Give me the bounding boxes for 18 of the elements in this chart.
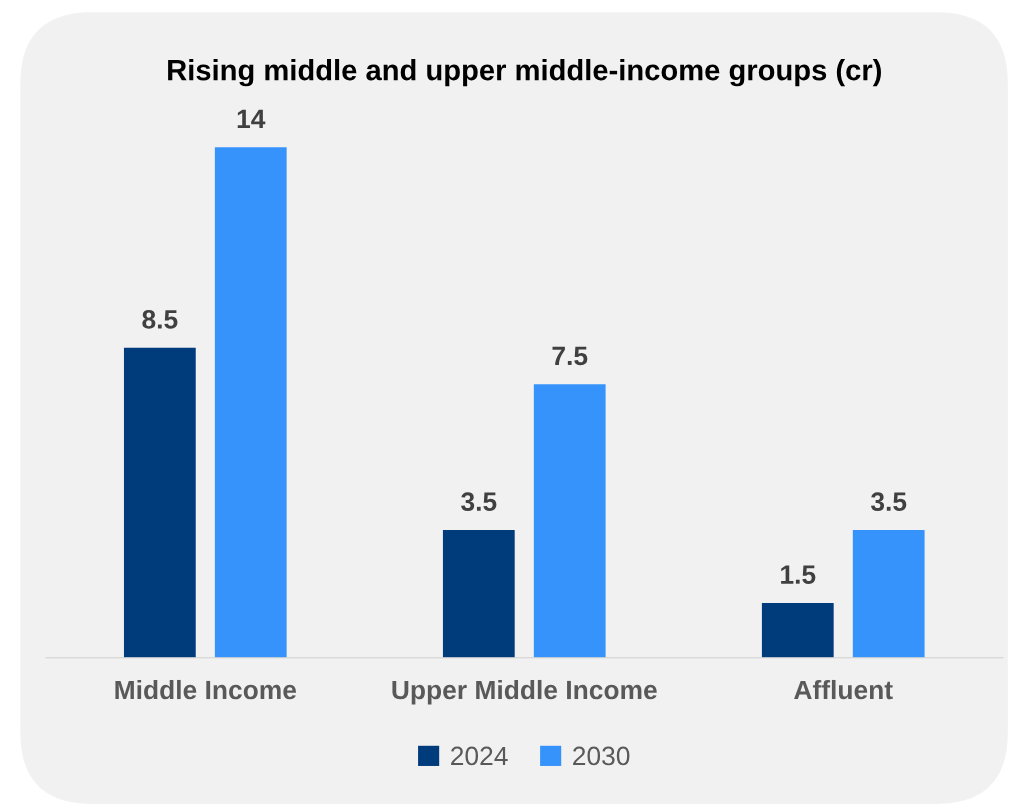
bar	[533, 384, 606, 658]
bar	[123, 347, 196, 658]
data-label: 7.5	[552, 346, 588, 366]
bar	[761, 603, 834, 658]
legend-label: 2030	[573, 746, 630, 766]
x-tick-label: Upper Middle Income	[392, 679, 657, 705]
x-tick-label: Affluent	[794, 679, 893, 700]
data-label: 8.5	[142, 310, 178, 329]
data-label: 1.5	[781, 565, 816, 584]
chart-title: Rising middle and upper middle-income groups (cr)	[168, 59, 881, 87]
data-label: 3.5	[870, 492, 907, 512]
x-tick-label: Middle Income	[115, 679, 297, 700]
bar	[442, 530, 515, 658]
data-label: 3.5	[461, 492, 497, 512]
legend-label: 2024	[451, 746, 508, 766]
bar	[852, 530, 925, 658]
data-label: 14	[237, 109, 266, 128]
bar	[214, 147, 287, 658]
